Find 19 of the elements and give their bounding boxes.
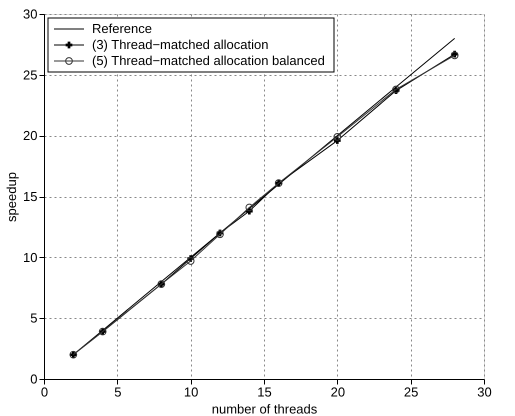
x-tick-label: 30 bbox=[477, 384, 492, 400]
y-tick-label: 20 bbox=[23, 128, 38, 144]
x-tick-label: 25 bbox=[404, 384, 418, 400]
y-tick-label: 15 bbox=[23, 189, 38, 204]
x-tick-label: 15 bbox=[257, 384, 272, 400]
x-tick-label: 10 bbox=[184, 384, 198, 400]
x-tick-label: 0 bbox=[40, 384, 48, 400]
legend-label: (3) Thread−matched allocation bbox=[92, 37, 268, 52]
x-tick-label: 20 bbox=[330, 384, 346, 400]
x-tick-label: 5 bbox=[114, 384, 122, 400]
legend-label: Reference bbox=[92, 21, 152, 36]
y-tick-label: 5 bbox=[30, 310, 38, 326]
y-tick-label: 10 bbox=[23, 250, 38, 265]
y-tick-label: 30 bbox=[23, 6, 38, 22]
x-axis-title: number of threads bbox=[212, 402, 318, 416]
y-axis-title: speedup bbox=[4, 172, 20, 222]
y-tick-label: 0 bbox=[30, 372, 38, 386]
y-tick-label: 25 bbox=[23, 67, 38, 82]
legend-label: (5) Thread−matched allocation balanced bbox=[92, 53, 325, 68]
